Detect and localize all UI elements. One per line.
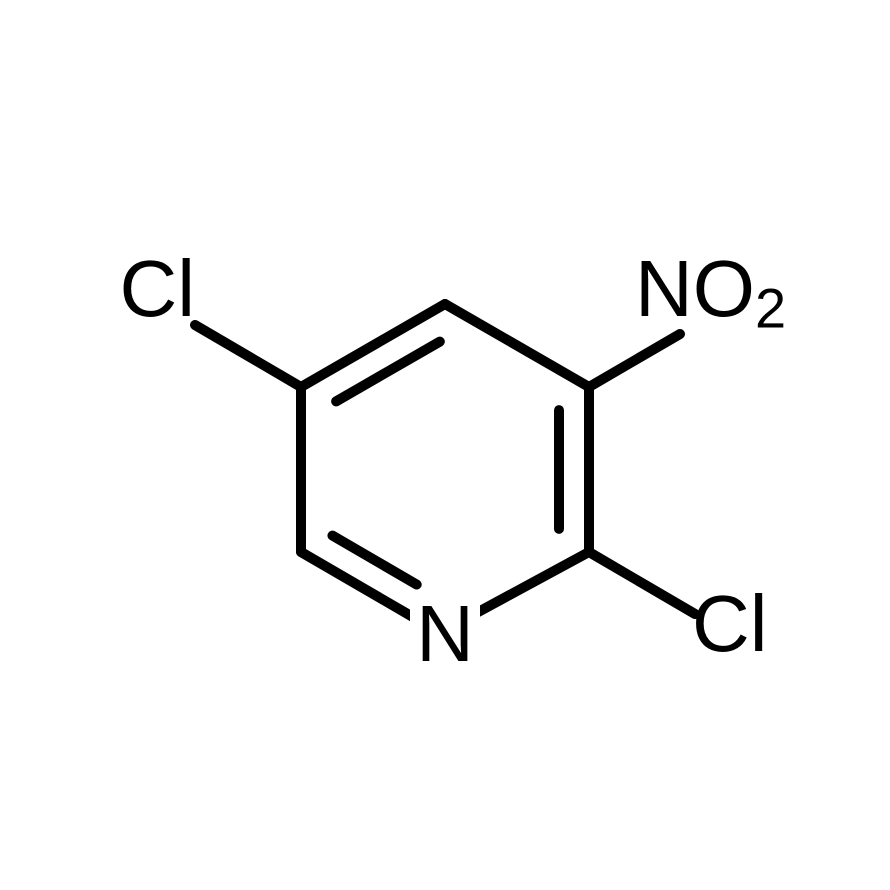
bond [195, 325, 301, 387]
bond [301, 552, 418, 620]
bond [336, 342, 440, 402]
nitro-group-label: NO2 [635, 244, 786, 339]
bond [589, 334, 680, 387]
chemical-structure-diagram: N Cl Cl NO2 [0, 0, 890, 890]
chlorine-right-label: Cl [692, 579, 768, 668]
bond [445, 304, 589, 387]
bond [589, 552, 695, 614]
chlorine-left-label: Cl [119, 244, 195, 333]
ring-nitrogen-label: N [416, 589, 474, 678]
